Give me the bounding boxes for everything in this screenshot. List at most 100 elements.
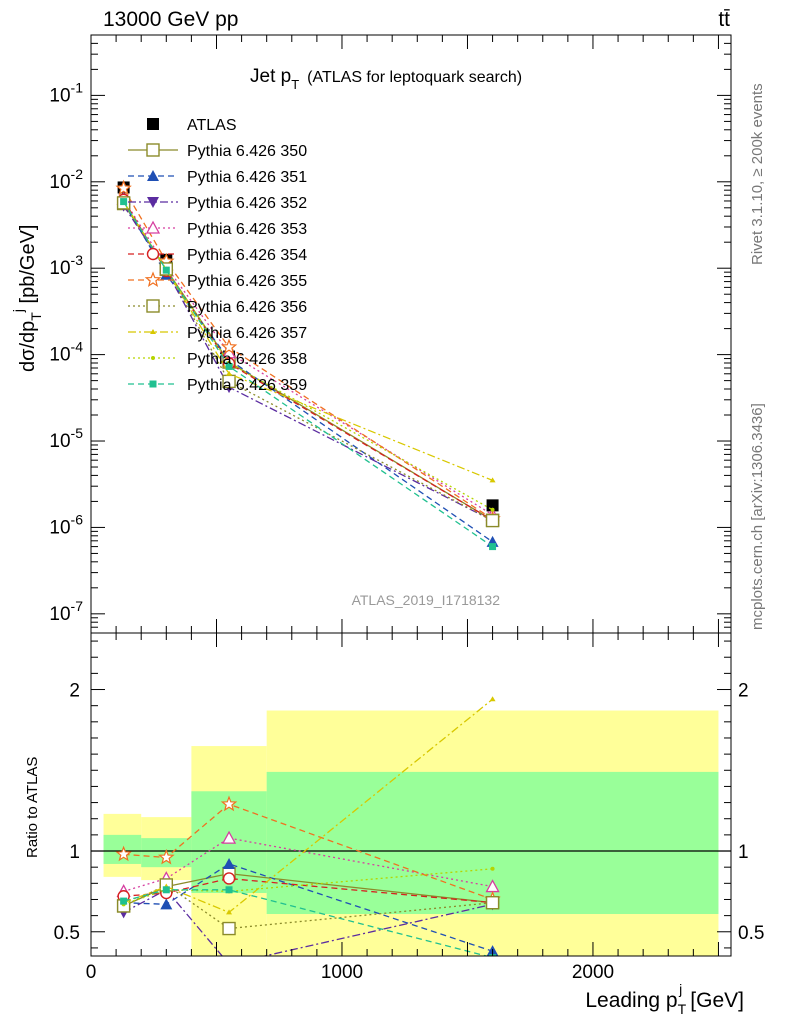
series-line-8 — [123, 201, 493, 482]
legend-label: Pythia 6.426 350 — [187, 143, 307, 160]
analysis-id: ATLAS_2019_I1718132 — [352, 592, 501, 608]
series-line-2 — [123, 201, 493, 543]
legend-marker — [146, 143, 160, 157]
ratio-point — [120, 897, 128, 905]
mcplots-label: mcplots.cern.ch [arXiv:1306.3436] — [749, 403, 766, 630]
main-title-sub: T — [291, 77, 299, 92]
series-0 — [117, 181, 499, 512]
main-title-text: Jet p — [250, 66, 291, 87]
y-tick-label: 10-7 — [49, 598, 83, 625]
data-point — [162, 266, 170, 274]
ratio-line — [123, 888, 493, 956]
legend-item: Pythia 6.426 358 — [128, 351, 307, 368]
ratio-y-tick-label: 1 — [69, 842, 80, 863]
main-panel: 10-7 10-6 10-5 10-4 10-3 10-2 10-1 Jet pT (ATLA… — [10, 34, 732, 634]
ratio-point — [157, 848, 175, 865]
ratio-ylabel: Ratio to ATLAS — [24, 757, 41, 858]
legend: ATLAS Pythia 6.426 350 Pythia 6.426 351 Pyt… — [128, 117, 307, 394]
y-tick-label: 10-6 — [49, 511, 83, 538]
y-tick-label: 10-3 — [49, 252, 83, 279]
y-tick-label: 10-1 — [49, 79, 83, 106]
x-tick-label: 0 — [86, 962, 97, 983]
legend-marker — [150, 329, 156, 334]
y-tick-label: 10-2 — [49, 166, 83, 193]
ratio-point — [485, 896, 500, 910]
ratio-point — [160, 898, 173, 910]
y-tick-label: 10-4 — [49, 339, 83, 366]
series-1 — [116, 196, 500, 527]
series-3 — [117, 200, 499, 527]
ratio-point — [490, 866, 495, 871]
series-line-1 — [123, 203, 493, 521]
legend-marker — [146, 299, 160, 313]
legend-label: ATLAS — [187, 117, 237, 134]
process-label: tt̄ — [718, 8, 730, 31]
series-line-5 — [123, 199, 493, 521]
legend-item: Pythia 6.426 353 — [128, 220, 307, 238]
series-5 — [117, 193, 499, 527]
series-line-7 — [123, 202, 493, 522]
legend-label: Pythia 6.426 356 — [187, 299, 307, 316]
legend-marker — [145, 220, 161, 234]
data-point — [220, 338, 238, 355]
ratio-line — [123, 868, 493, 905]
ratio-point — [221, 830, 237, 844]
legend-marker — [144, 271, 162, 288]
ratio-point — [162, 886, 170, 894]
ratio-y-tick-label: 0.5 — [54, 923, 80, 944]
ratio-point — [225, 886, 233, 894]
ratio-frame — [90, 632, 732, 957]
y-tick-label: 10-5 — [49, 425, 83, 452]
legend-item: Pythia 6.426 356 — [128, 299, 307, 316]
data-point — [489, 477, 496, 483]
data-point — [226, 370, 233, 376]
legend-label: Pythia 6.426 354 — [187, 247, 307, 264]
series-line-10 — [123, 201, 493, 548]
series-line-3 — [123, 205, 493, 522]
ratio-panel: 0 1000 2000 0.5 0.5 1 1 2 2 Ratio to ATLAS Leadi… — [24, 632, 764, 1017]
legend-marker — [147, 197, 159, 208]
legend-item: ATLAS — [147, 117, 237, 134]
legend-label: Pythia 6.426 359 — [187, 377, 307, 394]
data-point — [485, 513, 500, 528]
series-line-9 — [123, 201, 493, 511]
ratio-y-tick-label-right: 2 — [738, 681, 749, 702]
ratio-line — [123, 889, 489, 956]
legend-item: Pythia 6.426 352 — [128, 195, 307, 212]
legend-label: Pythia 6.426 358 — [187, 351, 307, 368]
legend-item: Pythia 6.426 350 — [128, 143, 307, 160]
series-line-4 — [123, 198, 493, 516]
series-4 — [116, 191, 500, 521]
series-8 — [120, 198, 496, 483]
ratio-point — [223, 857, 236, 869]
legend-item: Pythia 6.426 351 — [128, 169, 307, 186]
ratio-point — [222, 921, 236, 936]
ratio-line — [123, 863, 493, 952]
rivet-label: Rivet 3.1.10, ≥ 200k events — [749, 83, 766, 265]
data-point — [490, 507, 495, 512]
ratio-y-tick-label: 2 — [69, 681, 80, 702]
legend-marker — [147, 118, 159, 130]
ratio-line — [123, 884, 493, 930]
data-point — [115, 179, 132, 196]
legend-label: Pythia 6.426 351 — [187, 169, 307, 186]
main-ylabel: dσ/dpTj [pb/GeV] — [10, 225, 44, 372]
legend-marker — [149, 380, 157, 388]
ratio-y-tick-label-right: 0.5 — [738, 923, 764, 944]
legend-marker — [146, 247, 160, 261]
ratio-line — [123, 803, 493, 901]
ratio-point — [223, 959, 235, 970]
legend-item: Pythia 6.426 355 — [128, 271, 307, 290]
ratio-xlabel: Leading pTj [GeV] — [585, 981, 744, 1017]
legend-marker — [151, 356, 155, 360]
series-9 — [121, 200, 495, 512]
legend-item: Pythia 6.426 354 — [128, 247, 307, 264]
legend-item: Pythia 6.426 357 — [128, 325, 307, 342]
legend-item: Pythia 6.426 359 — [128, 377, 307, 394]
data-point — [120, 198, 128, 206]
data-point — [489, 543, 497, 551]
series-6 — [115, 179, 501, 527]
series-10 — [120, 198, 497, 551]
energy-label: 13000 GeV pp — [103, 8, 238, 31]
